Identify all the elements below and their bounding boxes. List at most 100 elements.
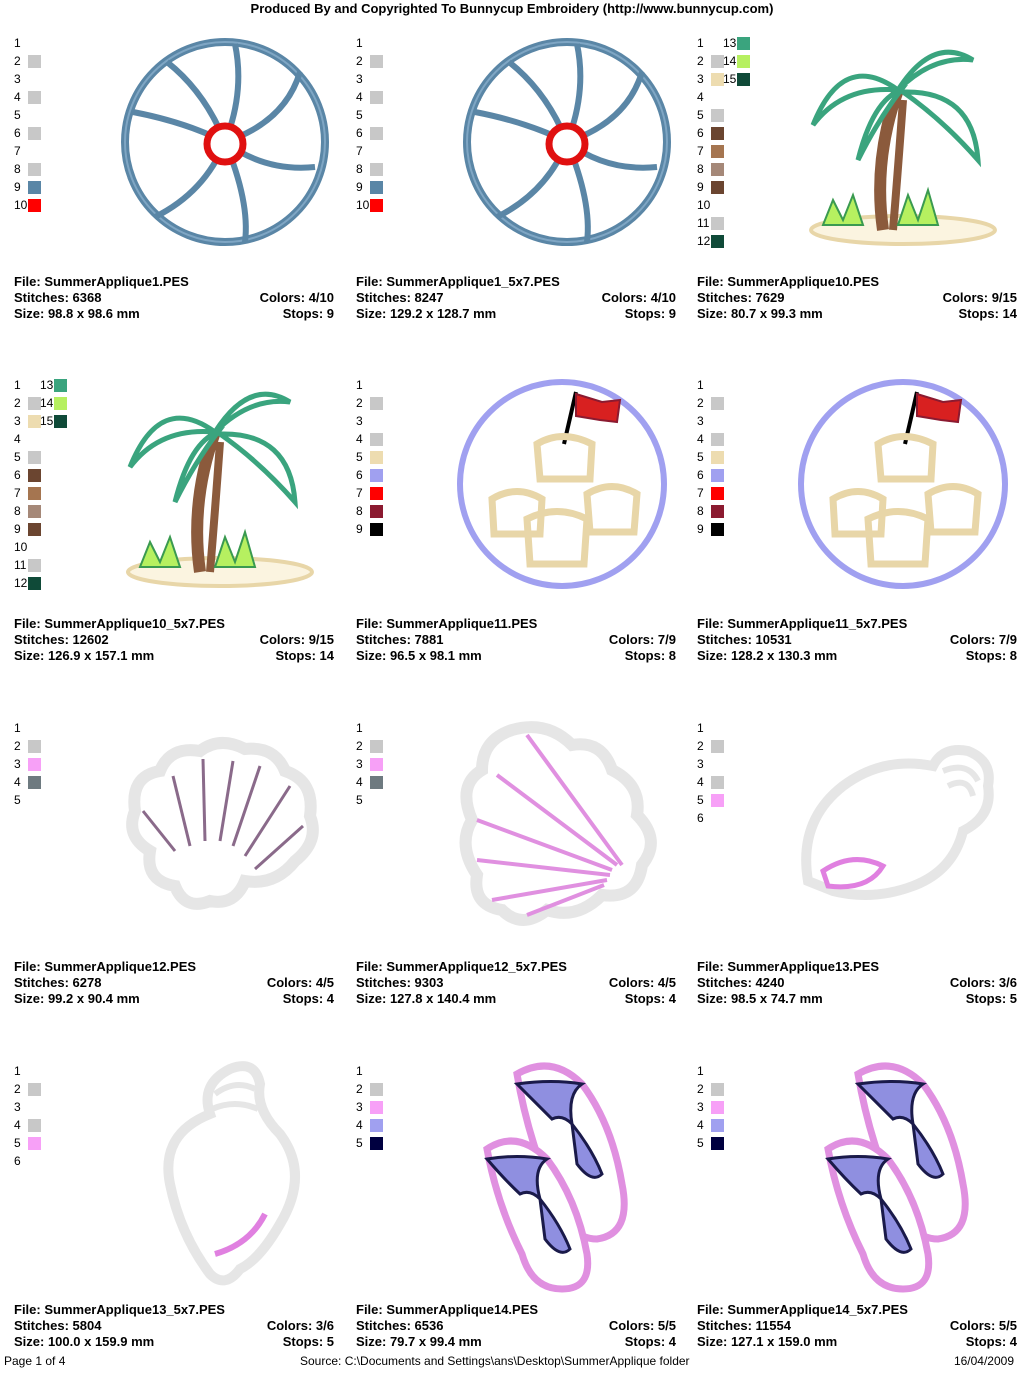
swatch-color [28, 126, 41, 140]
swatch-color [28, 576, 41, 590]
stitches-line: Stitches: 4240 Colors: 3/6 [697, 975, 1017, 991]
swatch-color [711, 108, 724, 122]
color-swatch-list: 1 2 3 4 5 [697, 1062, 724, 1152]
swatch-number: 8 [356, 504, 363, 518]
design-card: 1 2 3 4 5 6 7 8 9 10 11 12 13 14 15 File: SummerAppliq… [693, 26, 1024, 366]
size-line-left: Size: 127.1 x 159.0 mm [697, 1334, 838, 1349]
page-footer: Page 1 of 4 Source: C:\Documents and Set… [0, 1354, 1024, 1370]
swatch-color [370, 504, 383, 518]
swatch-number: 5 [14, 108, 21, 122]
swatch-color [54, 396, 67, 410]
swatch-number: 6 [14, 468, 21, 482]
swatch-color [28, 396, 41, 410]
color-swatch-row: 6 [697, 124, 724, 142]
swatch-number: 1 [697, 1064, 704, 1078]
swatch-number: 5 [697, 1136, 704, 1150]
swatch-color [711, 180, 724, 194]
swatch-color [370, 54, 383, 68]
stitches-line: Stitches: 5804 Colors: 3/6 [14, 1318, 334, 1334]
stitches-line-left: Stitches: 9303 [356, 975, 444, 990]
design-info: File: SummerApplique11.PES Stitches: 7881… [356, 616, 676, 664]
swatch-number: 4 [14, 1118, 21, 1132]
color-swatch-list: 1 2 3 4 5 6 7 8 9 10 11 12 13 14 15 [697, 34, 750, 250]
swatch-number: 8 [14, 504, 21, 518]
stitches-line-left: Stitches: 12602 [14, 632, 109, 647]
swatch-number: 14 [723, 54, 737, 68]
size-line: Size: 129.2 x 128.7 mm Stops: 9 [356, 306, 676, 322]
page-number: Page 1 of 4 [4, 1354, 66, 1368]
color-swatch-row: 1 [697, 1062, 724, 1080]
stitches-line-left: Stitches: 6536 [356, 1318, 444, 1333]
color-swatch-row: 4 [14, 430, 41, 448]
swatch-color [28, 1118, 41, 1132]
color-swatch-row: 5 [697, 106, 724, 124]
swatch-number: 7 [356, 144, 363, 158]
design-card: 1 2 3 4 5 File: SummerApplique14_5x7.PES Stit… [693, 1054, 1024, 1394]
swatch-number: 5 [14, 1136, 21, 1150]
ball-icon [115, 32, 335, 257]
scallop-shell-icon [115, 731, 325, 926]
stitches-line-right: Colors: 9/15 [942, 290, 1017, 305]
stitches-line: Stitches: 7881 Colors: 7/9 [356, 632, 676, 648]
swatch-color [28, 1082, 41, 1096]
file-line-left: File: SummerApplique1.PES [14, 274, 189, 289]
size-line-right: Stops: 8 [965, 648, 1017, 663]
color-swatch-row: 6 [14, 124, 41, 142]
stitches-line: Stitches: 10531 Colors: 7/9 [697, 632, 1017, 648]
swatch-number: 2 [697, 739, 704, 753]
conch-icon [793, 741, 1003, 906]
color-swatch-row: 6 [356, 124, 383, 142]
swatch-color [28, 522, 41, 536]
file-line: File: SummerApplique1.PES [14, 274, 334, 290]
swatch-number: 8 [356, 162, 363, 176]
file-line-left: File: SummerApplique10_5x7.PES [14, 616, 225, 631]
color-swatch-row: 2 [697, 394, 724, 412]
design-card: 1 2 3 4 5 File: SummerApplique12_5x7.PES Stit… [352, 711, 692, 1051]
color-swatch-row: 8 [697, 160, 724, 178]
size-line: Size: 126.9 x 157.1 mm Stops: 14 [14, 648, 334, 664]
source-path: Source: C:\Documents and Settings\ans\De… [300, 1354, 690, 1368]
swatch-number: 11 [14, 558, 27, 572]
swatch-color [711, 522, 724, 536]
color-swatch-row: 2 [356, 394, 383, 412]
file-line-left: File: SummerApplique11_5x7.PES [697, 616, 908, 631]
swatch-color [370, 757, 383, 771]
size-line: Size: 80.7 x 99.3 mm Stops: 14 [697, 306, 1017, 322]
swatch-number: 15 [40, 414, 54, 428]
size-line-right: Stops: 4 [282, 991, 334, 1006]
swatch-number: 4 [356, 432, 363, 446]
file-line-left: File: SummerApplique14_5x7.PES [697, 1302, 908, 1317]
swatch-number: 7 [356, 486, 363, 500]
color-swatch-row: 12 [697, 232, 724, 250]
swatch-color [28, 558, 41, 572]
swatch-color [711, 54, 724, 68]
swatch-number: 1 [356, 721, 363, 735]
color-swatch-list: 1 2 3 4 5 6 7 8 9 [356, 376, 383, 538]
swatch-number: 9 [697, 522, 704, 536]
stitches-line-right: Colors: 4/10 [259, 290, 334, 305]
swatch-number: 7 [697, 486, 704, 500]
swatch-number: 3 [356, 414, 363, 428]
design-card: 1 2 3 4 5 File: SummerApplique14.PES Stitches… [352, 1054, 692, 1394]
color-swatch-row: 8 [356, 160, 383, 178]
size-line-left: Size: 99.2 x 90.4 mm [14, 991, 140, 1006]
stitches-line-left: Stitches: 6278 [14, 975, 102, 990]
color-swatch-row: 4 [697, 88, 724, 106]
color-swatch-row: 3 [356, 70, 383, 88]
size-line: Size: 98.8 x 98.6 mm Stops: 9 [14, 306, 334, 322]
color-swatch-row: 3 [14, 755, 41, 773]
swatch-number: 5 [697, 793, 704, 807]
color-swatch-row: 1 [697, 376, 724, 394]
color-swatch-row: 7 [356, 142, 383, 160]
swatch-number: 3 [14, 72, 21, 86]
color-swatch-row: 7 [697, 484, 724, 502]
color-swatch-row: 8 [14, 160, 41, 178]
stitches-line-right: Colors: 9/15 [259, 632, 334, 647]
swatch-color [370, 739, 383, 753]
file-line: File: SummerApplique14.PES [356, 1302, 676, 1318]
color-swatch-row: 5 [697, 1134, 724, 1152]
swatch-number: 2 [14, 1082, 21, 1096]
file-line-left: File: SummerApplique14.PES [356, 1302, 539, 1317]
design-info: File: SummerApplique12_5x7.PES Stitches: … [356, 959, 676, 1007]
swatch-color [711, 162, 724, 176]
